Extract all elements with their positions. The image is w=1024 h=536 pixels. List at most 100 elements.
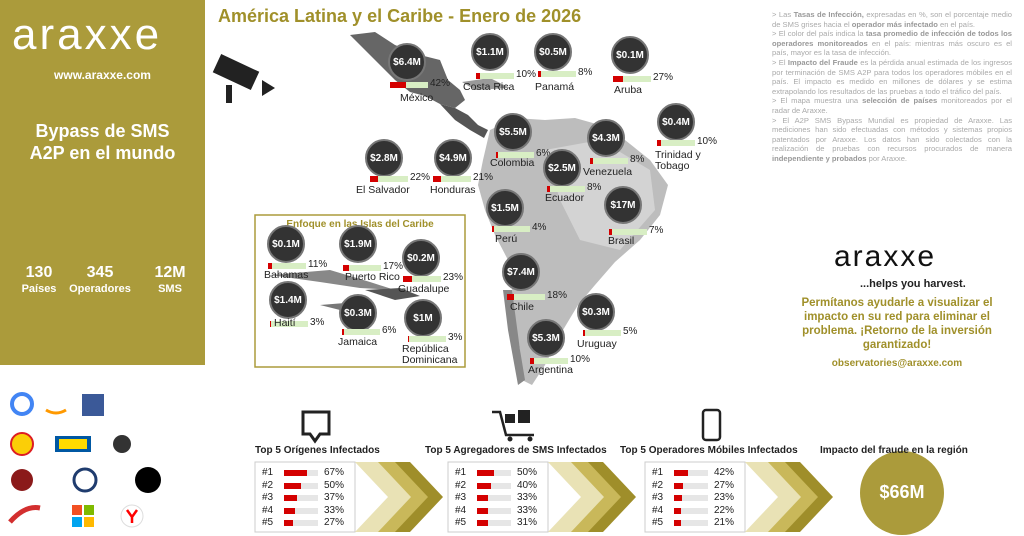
rank: #4	[455, 504, 467, 516]
rate-label: 27%	[653, 72, 674, 83]
rank-bar	[674, 507, 682, 514]
rank-track	[674, 482, 708, 489]
rate-track	[590, 158, 628, 164]
headline: Bypass de SMS A2P en el mundo	[29, 121, 176, 163]
rank-bar	[674, 520, 682, 526]
fraud-bubble: $1.9M	[339, 225, 377, 263]
rate-bar	[538, 71, 542, 77]
country-name: El Salvador	[356, 184, 410, 196]
rate-bar	[496, 152, 499, 158]
rate-label: 10%	[570, 354, 591, 365]
country-name: Brasil	[608, 235, 635, 247]
note-text: > El mapa muestra una	[772, 96, 863, 106]
note-text: en el país.	[937, 19, 976, 29]
rank-bar	[674, 470, 689, 476]
country-name: Perú	[495, 233, 518, 245]
rate-label: 21%	[473, 172, 494, 183]
fraud-bubble: $0.1M	[611, 36, 649, 74]
camera-icon	[212, 54, 275, 103]
rate-bar	[492, 226, 494, 232]
rank: #2	[262, 479, 274, 491]
rate-track	[583, 330, 621, 336]
rank-track	[477, 482, 511, 489]
rate-bar	[657, 140, 661, 146]
fraud-bubble: $1.5M	[486, 189, 524, 227]
rank: #4	[652, 504, 664, 516]
fraud-bubble: $5.5M	[494, 113, 532, 151]
rate-label: 17%	[383, 261, 404, 272]
rate-label: 10%	[516, 69, 537, 80]
top5-title: Top 5 Operadores Móbiles Infectados	[620, 445, 798, 456]
impact-title: Impacto del fraude en la región	[820, 445, 968, 456]
fraud-bubble: $0.1M	[267, 225, 305, 263]
rate-bar	[268, 263, 273, 269]
rank: #3	[262, 492, 274, 503]
note: > El Impacto del Fraude es la pérdida an…	[772, 58, 1012, 96]
rate-bar	[590, 158, 594, 164]
rank-bar	[284, 495, 297, 501]
fraud-bubble: $0.4M	[657, 103, 695, 141]
country-name: Trinidad y Tobago	[655, 149, 701, 172]
rank-value: 22%	[714, 504, 735, 516]
rate-label: 22%	[410, 172, 431, 183]
note: > Las Tasas de Infección, expresadas en …	[772, 10, 1012, 29]
note-text: monitoreados por el radar de Araxxe.	[772, 96, 1012, 115]
fraud-bubble: $2.5M	[543, 149, 581, 187]
rate-label: 6%	[382, 325, 397, 336]
rate-label: 3%	[310, 317, 325, 328]
rank-track	[284, 495, 318, 501]
rank: #2	[455, 479, 467, 491]
fraud-bubble: $2.8M	[365, 139, 403, 177]
rate-track	[547, 186, 585, 192]
note-text: selección de países	[862, 96, 938, 106]
impact-value: $66M	[879, 482, 925, 502]
rank-value: 27%	[714, 479, 735, 491]
rank-value: 33%	[517, 504, 538, 516]
rank-track	[284, 507, 318, 514]
top5-title: Top 5 Orígenes Infectados	[255, 445, 380, 456]
fraud-bubble: $1.4M	[269, 281, 307, 319]
rate-track	[370, 176, 408, 182]
rank-track	[674, 520, 708, 526]
rank-value: 37%	[324, 492, 345, 503]
rate-bar	[507, 294, 514, 300]
rank-value: 33%	[324, 504, 345, 516]
note-text: > El color del país indica la	[772, 29, 866, 39]
rank-value: 67%	[324, 467, 345, 478]
country-name: Bahamas	[264, 269, 309, 281]
map-chile	[503, 290, 525, 385]
rate-label: 23%	[443, 272, 464, 283]
rank-bar	[477, 470, 494, 476]
fraud-bubble: $7.4M	[502, 253, 540, 291]
rate-track	[613, 76, 651, 82]
note: > El A2P SMS Bypass Mundial es propiedad…	[772, 116, 1012, 164]
rank-value: 40%	[517, 479, 538, 491]
rate-label: 3%	[448, 332, 463, 343]
note: > El color del país indica la tasa prome…	[772, 29, 1012, 58]
rank: #3	[652, 492, 664, 503]
rate-bar	[613, 76, 624, 82]
map-central-america	[440, 104, 488, 138]
note-text: expresadas en %, son el porcentaje medio…	[772, 10, 1012, 29]
rank-value: 23%	[714, 492, 735, 503]
rank-bar	[477, 495, 489, 501]
rate-label: 4%	[532, 222, 547, 233]
fraud-bubble: $17M	[604, 186, 642, 224]
rate-bar	[583, 330, 585, 336]
rate-track	[492, 226, 530, 232]
cart-icon	[492, 410, 534, 442]
stat-label: Países	[21, 283, 57, 295]
fraud-bubble: $1.1M	[471, 33, 509, 71]
country-name: Colombia	[490, 157, 535, 169]
rank-track	[284, 470, 318, 476]
rank: #1	[652, 467, 664, 478]
rate-label: 8%	[587, 182, 602, 193]
country-name: Uruguay	[577, 338, 617, 350]
note-text: > Las	[772, 10, 794, 19]
rate-track	[507, 294, 545, 300]
country-name: Panamá	[535, 81, 575, 93]
rate-bar	[530, 358, 534, 364]
note-text: en el país: mientras más oscuro es el pa…	[772, 38, 1012, 58]
inset-cuba	[270, 270, 395, 290]
rate-bar	[270, 321, 272, 327]
